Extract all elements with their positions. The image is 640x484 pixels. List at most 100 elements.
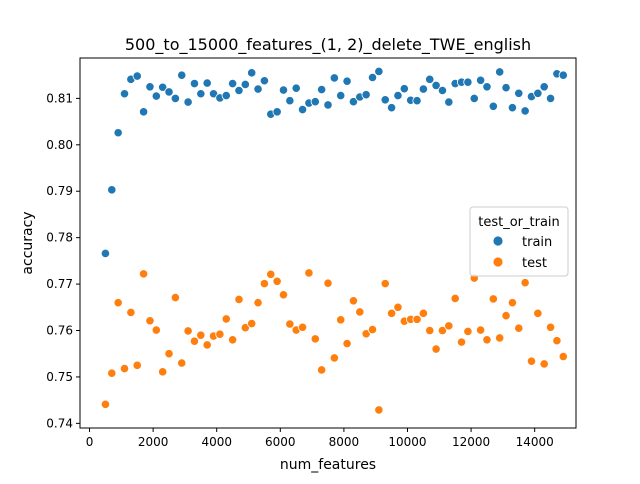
legend-label-test: test bbox=[522, 256, 547, 271]
test-point bbox=[285, 319, 295, 329]
test-point bbox=[164, 349, 174, 359]
test-point bbox=[158, 367, 168, 377]
train-point bbox=[418, 84, 428, 94]
y-tick-label: 0.75 bbox=[46, 370, 73, 384]
train-point bbox=[151, 91, 161, 101]
train-point bbox=[170, 93, 180, 103]
train-point bbox=[437, 85, 448, 96]
test-point bbox=[539, 359, 549, 369]
train-point bbox=[119, 89, 130, 99]
test-point bbox=[107, 368, 117, 378]
test-point bbox=[138, 269, 149, 279]
test-point bbox=[444, 321, 454, 331]
train-point bbox=[507, 103, 518, 113]
y-tick-label: 0.79 bbox=[46, 184, 73, 198]
train-point bbox=[202, 78, 212, 88]
train-point bbox=[393, 91, 403, 101]
test-point bbox=[304, 268, 314, 278]
legend-label-train: train bbox=[522, 235, 552, 250]
test-point bbox=[202, 340, 212, 350]
train-point bbox=[444, 97, 454, 107]
plot-frame bbox=[79, 57, 577, 429]
test-point bbox=[425, 325, 435, 336]
test-point bbox=[558, 351, 568, 362]
train-point bbox=[463, 77, 473, 87]
legend-marker-train bbox=[492, 235, 504, 247]
train-point bbox=[183, 97, 193, 107]
test-point bbox=[272, 276, 282, 286]
train-point bbox=[520, 106, 530, 116]
train-point bbox=[221, 91, 231, 101]
train-point bbox=[329, 73, 339, 83]
test-point bbox=[170, 292, 180, 303]
test-point bbox=[386, 308, 397, 318]
test-point bbox=[145, 316, 155, 326]
train-point bbox=[240, 79, 250, 90]
train-point bbox=[113, 128, 123, 138]
test-point bbox=[132, 360, 142, 370]
train-point bbox=[425, 74, 435, 84]
train-point bbox=[132, 71, 142, 81]
chart-title: 500_to_15000_features_(1, 2)_delete_TWE_… bbox=[125, 35, 531, 55]
axes: 0 2000 4000 6000 8000 10000 12000 14000 0.740.7… bbox=[46, 57, 577, 449]
train-point bbox=[285, 96, 295, 106]
train-point bbox=[539, 82, 549, 92]
y-axis-label: accuracy bbox=[20, 211, 36, 274]
train-point bbox=[253, 84, 263, 94]
test-point bbox=[189, 336, 200, 346]
train-point bbox=[291, 83, 301, 93]
test-point bbox=[412, 314, 422, 324]
test-point bbox=[342, 338, 352, 349]
train-point bbox=[386, 103, 397, 113]
test-point bbox=[259, 279, 270, 289]
test-point bbox=[310, 334, 320, 344]
test-point bbox=[297, 322, 308, 332]
legend-marker-test bbox=[492, 256, 504, 268]
x-tick-label: 12000 bbox=[452, 435, 490, 449]
test-point bbox=[393, 302, 403, 312]
test-point bbox=[507, 298, 518, 308]
test-point bbox=[278, 290, 289, 300]
y-tick-label: 0.81 bbox=[46, 91, 73, 105]
test-point bbox=[488, 294, 498, 304]
train-point bbox=[336, 91, 346, 101]
train-point bbox=[469, 93, 479, 103]
train-point bbox=[323, 100, 333, 110]
y-tick-label: 0.78 bbox=[46, 231, 73, 245]
train-point bbox=[164, 87, 174, 97]
train-point bbox=[247, 68, 257, 78]
legend-title: test_or_train bbox=[478, 215, 560, 230]
data-points bbox=[100, 66, 568, 415]
train-point bbox=[297, 104, 308, 115]
test-point bbox=[431, 344, 441, 354]
test-point bbox=[336, 315, 346, 325]
test-point bbox=[221, 314, 231, 324]
train-point bbox=[348, 97, 359, 107]
test-point bbox=[323, 278, 333, 288]
test-point bbox=[266, 269, 276, 279]
test-point bbox=[418, 308, 428, 318]
train-point bbox=[177, 70, 187, 80]
test-point bbox=[463, 326, 473, 337]
y-tick-label: 0.76 bbox=[46, 324, 73, 338]
train-point bbox=[100, 248, 111, 259]
train-point bbox=[399, 84, 409, 94]
train-point bbox=[380, 95, 390, 105]
test-point bbox=[482, 335, 492, 345]
x-tick-label: 6000 bbox=[265, 435, 296, 449]
x-tick-label: 2000 bbox=[138, 435, 169, 449]
x-axis-label: num_features bbox=[280, 457, 376, 473]
test-point bbox=[476, 325, 486, 335]
test-point bbox=[533, 308, 543, 318]
test-point bbox=[355, 307, 365, 317]
test-point bbox=[348, 296, 359, 306]
train-point bbox=[272, 107, 282, 117]
y-tick-label: 0.77 bbox=[46, 277, 73, 291]
train-point bbox=[158, 82, 168, 92]
train-point bbox=[482, 82, 492, 92]
test-point bbox=[437, 325, 448, 336]
test-point bbox=[552, 336, 562, 346]
x-tick-label: 14000 bbox=[516, 435, 554, 449]
test-point bbox=[456, 337, 467, 347]
